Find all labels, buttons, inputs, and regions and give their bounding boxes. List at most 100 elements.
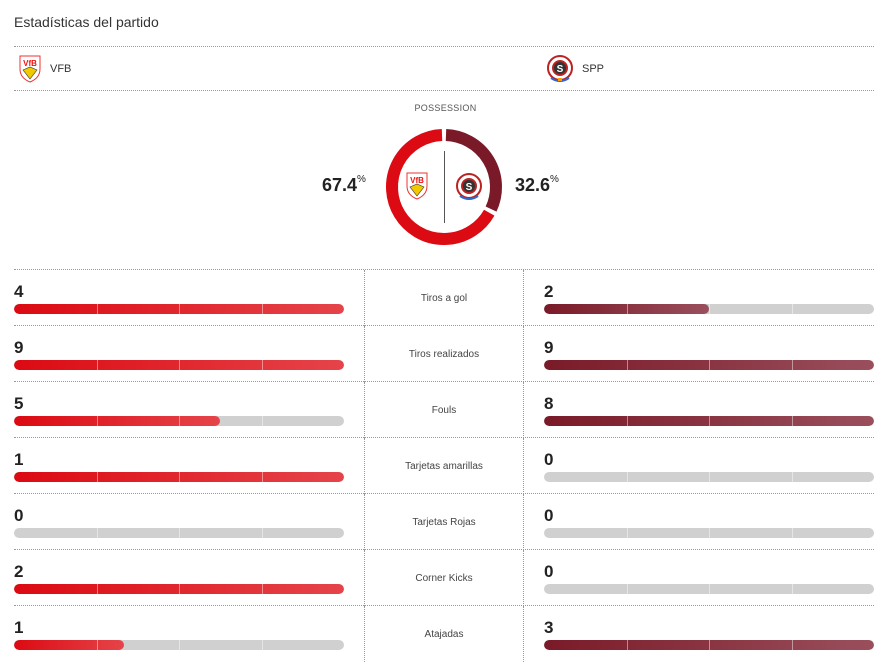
home-stat-bar-fill [14,584,344,594]
home-stat-bar [14,472,344,482]
bar-segment-divider [791,304,793,314]
stat-row: 5 Fouls 8 [14,381,874,438]
home-stat-bar [14,640,344,650]
away-stat-value: 0 [544,506,554,525]
page-title: Estadísticas del partido [14,14,159,30]
home-team-name: VFB [50,63,72,75]
away-stat-value: 2 [544,282,554,301]
bar-segment-divider [96,304,98,314]
away-stat-bar-fill [544,304,709,314]
bar-segment-divider [96,416,98,426]
away-stat-value: 0 [544,562,554,581]
bar-segment-divider [179,360,180,370]
away-stat-bar-fill [544,360,874,370]
bar-segment-divider [626,640,628,650]
bar-segment-divider [179,584,180,594]
bar-segment-divider [709,640,710,650]
bar-segment-divider [709,472,710,482]
bar-segment-divider [96,528,98,538]
bar-segment-divider [709,584,710,594]
away-stat-bar [544,304,874,314]
bar-segment-divider [261,472,263,482]
home-stat-bar-fill [14,640,124,650]
bar-segment-divider [179,304,180,314]
bar-segment-divider [791,528,793,538]
home-stat-bar [14,528,344,538]
sparta-crest-icon: S [456,173,482,200]
donut-divider [444,151,445,223]
home-stat-bar [14,416,344,426]
bar-segment-divider [791,416,793,426]
home-stat-bar-fill [14,416,221,426]
bar-segment-divider [626,416,628,426]
home-stat-bar-fill [14,472,344,482]
bar-segment-divider [261,360,263,370]
svg-text:VfB: VfB [23,59,37,68]
away-stat-value: 9 [544,338,554,357]
bar-segment-divider [626,528,628,538]
away-stat-bar [544,360,874,370]
bar-segment-divider [261,584,263,594]
home-stat-value: 0 [14,506,24,525]
possession-label: POSSESSION [414,103,477,113]
away-team: S SPP [546,55,604,83]
away-stat-bar-fill [544,416,874,426]
away-stat-bar [544,416,874,426]
bar-segment-divider [626,304,628,314]
teams-header: VfB VFB S SPP [14,46,874,91]
stat-row: 1 Atajadas 3 [14,605,874,662]
away-stat-value: 8 [544,394,554,413]
bar-segment-divider [96,472,98,482]
bar-segment-divider [96,640,98,650]
stats-table: 4 Tiros a gol 2 9 Tiros realizados 9 5 F… [14,269,874,662]
stat-row: 2 Corner Kicks 0 [14,549,874,606]
bar-segment-divider [96,360,98,370]
bar-segment-divider [179,528,180,538]
bar-segment-divider [96,584,98,594]
sparta-crest-icon: S [547,55,573,82]
stat-label: Atajadas [364,606,524,662]
away-stat-value: 0 [544,450,554,469]
home-stat-value: 2 [14,562,24,581]
away-stat-bar-fill [544,640,874,650]
bar-segment-divider [709,360,710,370]
bar-segment-divider [709,304,710,314]
stat-row: 4 Tiros a gol 2 [14,269,874,326]
stat-label: Tarjetas amarillas [364,438,524,494]
home-stat-bar [14,304,344,314]
away-stat-bar [544,472,874,482]
bar-segment-divider [261,304,263,314]
svg-text:S: S [466,182,473,193]
away-stat-value: 3 [544,618,554,637]
vfb-crest-icon: VfB [19,55,41,83]
bar-segment-divider [261,416,263,426]
bar-segment-divider [791,584,793,594]
bar-segment-divider [791,640,793,650]
bar-segment-divider [709,416,710,426]
bar-segment-divider [261,528,263,538]
bar-segment-divider [791,472,793,482]
bar-segment-divider [709,528,710,538]
home-team: VfB VFB [18,55,71,83]
home-stat-value: 9 [14,338,24,357]
svg-text:VfB: VfB [410,176,424,185]
stat-row: 1 Tarjetas amarillas 0 [14,437,874,494]
away-possession-arc [445,129,502,212]
stat-label: Fouls [364,382,524,438]
home-stat-bar [14,360,344,370]
home-possession-arc [386,129,495,245]
bar-segment-divider [179,472,180,482]
away-stat-bar [544,640,874,650]
stat-row: 0 Tarjetas Rojas 0 [14,493,874,550]
home-stat-value: 4 [14,282,24,301]
stat-label: Tarjetas Rojas [364,494,524,550]
home-stat-bar [14,584,344,594]
away-team-name: SPP [582,63,605,75]
stat-label: Tiros realizados [364,326,524,382]
home-stat-value: 1 [14,618,24,637]
home-stat-bar-fill [14,360,344,370]
away-stat-bar [544,584,874,594]
bar-segment-divider [626,584,628,594]
possession-donut: VfB S [386,129,502,245]
bar-segment-divider [179,640,180,650]
